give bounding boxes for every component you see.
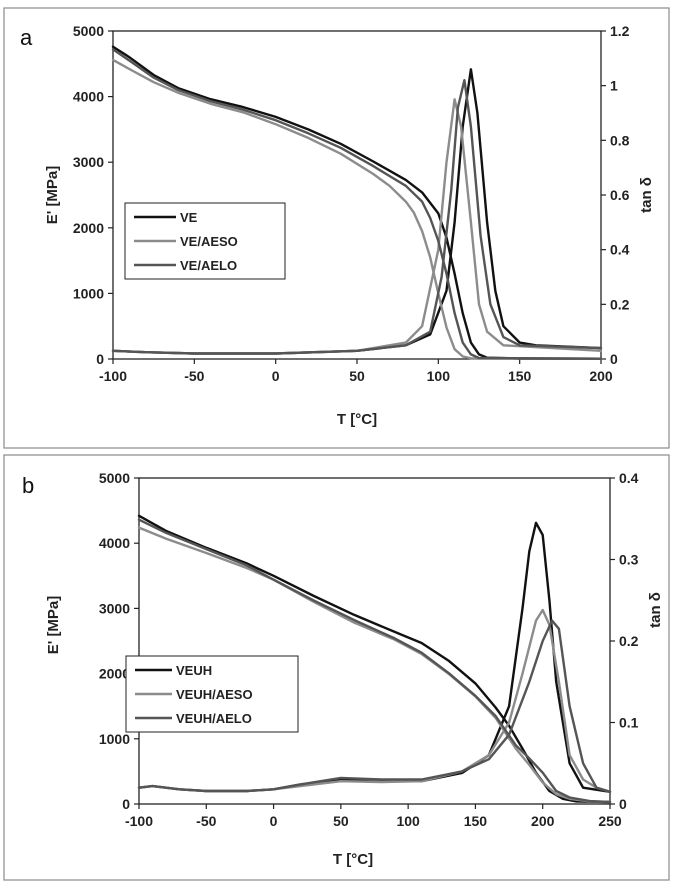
panel-a-legend-label-ve-aeso: VE/AESO — [180, 234, 238, 249]
panel-a-x-tick-label: -50 — [184, 368, 204, 384]
panel-b-y-tick-label: 4000 — [99, 535, 130, 551]
panel-b-legend-label-veuh-aeso: VEUH/AESO — [176, 687, 253, 702]
panel-b-border — [3, 454, 670, 881]
panel-b-veuh-aelo-tan-delta-line — [137, 619, 612, 793]
panel-a-y-axis-title: E' [MPa] — [44, 166, 61, 225]
panel-a-border — [3, 7, 670, 449]
panel-b-marks: -100 -50 0 50 100 150 200 250010002000300040005… — [99, 470, 639, 829]
panel-b-y2-tick-label: 0.2 — [619, 633, 639, 649]
panel-b: b -100 -50 0 50 100 150 200 2500100020003000400… — [3, 454, 670, 881]
panel-b-y-tick-label: 0 — [122, 796, 130, 812]
panel-b-y2-tick-label: 0.3 — [619, 552, 639, 568]
panel-b-x-tick-label: 250 — [598, 813, 622, 829]
panel-a-y-tick-label: 5000 — [73, 23, 104, 39]
panel-a-y2-tick-label: 0 — [610, 351, 618, 367]
panel-b-y-tick-label: 1000 — [99, 731, 130, 747]
panel-a-legend-label-ve: VE — [180, 210, 198, 225]
panel-a-y2-tick-label: 1 — [610, 78, 618, 94]
panel-a-x-tick-label: 0 — [272, 368, 280, 384]
panel-b-x-tick-label: -100 — [125, 813, 153, 829]
panel-b-legend: VEUH VEUH/AESO VEUH/AELO — [125, 655, 299, 733]
panel-b-y2-tick-label: 0.1 — [619, 715, 639, 731]
panel-a-y-tick-label: 3000 — [73, 154, 104, 170]
panel-a: a -100 -50 0 50 100 150 2000100020003000400050… — [3, 7, 670, 449]
panel-b-y-tick-label: 5000 — [99, 470, 130, 486]
panel-a-y-tick-label: 0 — [96, 351, 104, 367]
panel-b-y-tick-label: 3000 — [99, 600, 130, 616]
panel-b-x-tick-label: 200 — [531, 813, 555, 829]
panel-a-y2-tick-label: 0.6 — [610, 187, 630, 203]
panel-b-x-tick-label: -50 — [196, 813, 216, 829]
panel-a-y2-tick-label: 0.2 — [610, 296, 630, 312]
panel-a-legend-label-ve-aelo: VE/AELO — [180, 258, 237, 273]
panel-b-y-axis-title: E' [MPa] — [45, 596, 62, 655]
panel-a-legend: VE VE/AESO VE/AELO — [124, 202, 286, 280]
panel-b-x-tick-label: 50 — [333, 813, 349, 829]
panel-b-y2-tick-label: 0.4 — [619, 470, 639, 486]
panel-a-y2-axis-title: tan δ — [638, 177, 655, 213]
panel-a-marks: -100 -50 0 50 100 150 200010002000300040005000… — [73, 23, 630, 384]
panel-b-legend-label-veuh-aelo: VEUH/AELO — [176, 711, 252, 726]
panel-a-y-tick-label: 2000 — [73, 220, 104, 236]
panel-b-y2-axis-title: tan δ — [647, 592, 664, 628]
panel-a-x-tick-label: 200 — [589, 368, 613, 384]
panel-a-x-tick-label: -100 — [99, 368, 127, 384]
panel-a-ve-aelo-modulus-line — [111, 48, 603, 360]
panel-b-veuh-aelo-modulus-line — [137, 518, 612, 804]
panel-b-x-axis-title: T [°C] — [333, 851, 373, 868]
panel-b-x-tick-label: 0 — [270, 813, 278, 829]
panel-b-x-tick-label: 100 — [396, 813, 420, 829]
panel-a-x-tick-label: 150 — [508, 368, 532, 384]
panel-a-ve-aeso-modulus-line — [111, 58, 603, 360]
panel-a-x-tick-label: 100 — [427, 368, 451, 384]
panel-b-letter: b — [22, 473, 34, 498]
panel-a-y-tick-label: 1000 — [73, 285, 104, 301]
panel-a-ve-modulus-line — [111, 45, 603, 360]
panel-a-x-axis-title: T [°C] — [337, 411, 377, 428]
panel-b-veuh-modulus-line — [137, 514, 612, 804]
panel-b-y-tick-label: 2000 — [99, 666, 130, 682]
panel-b-x-tick-label: 150 — [464, 813, 488, 829]
panel-a-y2-tick-label: 0.4 — [610, 242, 630, 258]
panel-a-y2-tick-label: 0.8 — [610, 132, 630, 148]
panel-a-y2-tick-label: 1.2 — [610, 23, 630, 39]
panel-b-y2-tick-label: 0 — [619, 796, 627, 812]
panel-a-ve-aelo-tan-delta-line — [111, 78, 603, 355]
panel-b-legend-label-veuh: VEUH — [176, 663, 212, 678]
panel-a-plot-area — [112, 30, 602, 360]
panel-a-letter: a — [20, 25, 33, 50]
panel-a-y-tick-label: 4000 — [73, 89, 104, 105]
panel-a-x-tick-label: 50 — [349, 368, 365, 384]
